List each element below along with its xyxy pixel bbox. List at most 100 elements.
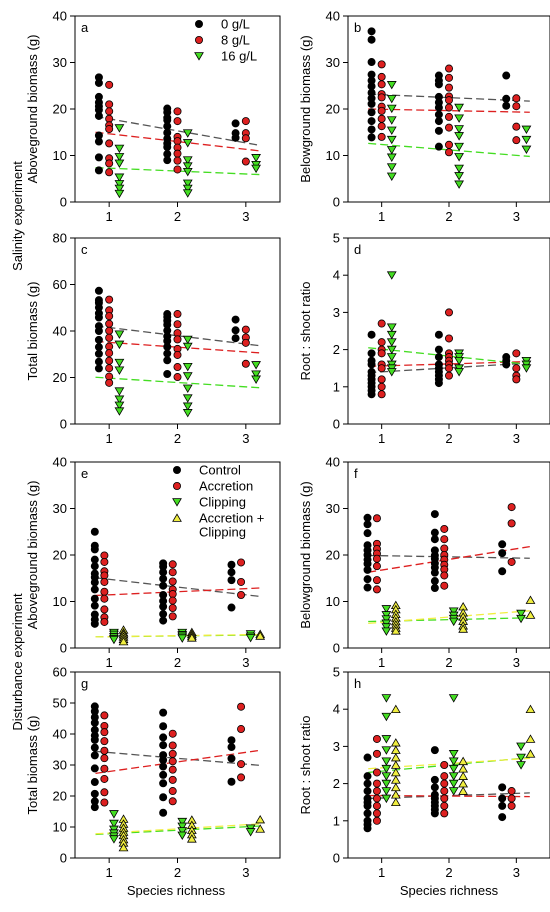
y-tick-label: 40 — [53, 455, 67, 470]
data-point — [173, 350, 182, 359]
y-tick-label: 1 — [333, 379, 340, 394]
data-point — [100, 557, 109, 566]
data-point — [94, 166, 103, 175]
data-point — [377, 382, 386, 391]
data-point — [94, 137, 103, 146]
series-16-g-l — [114, 330, 261, 418]
trend-line — [95, 340, 260, 354]
data-point — [372, 768, 381, 777]
series-accretion — [100, 551, 246, 626]
data-point — [237, 760, 246, 769]
data-point — [114, 407, 125, 416]
y-tick-label: 3 — [333, 739, 340, 754]
data-point — [163, 356, 172, 365]
data-point — [367, 117, 376, 126]
y-tick-label: 30 — [326, 501, 340, 516]
data-point — [90, 619, 99, 628]
data-point — [367, 35, 376, 44]
data-point — [440, 787, 449, 796]
data-point — [363, 565, 372, 574]
data-point — [105, 107, 114, 116]
data-point — [377, 132, 386, 141]
data-point — [430, 535, 439, 544]
data-point — [168, 741, 177, 750]
data-point — [168, 568, 177, 577]
data-point — [440, 772, 449, 781]
x-axis-label-left: Species richness — [127, 883, 226, 898]
data-point — [521, 145, 532, 155]
data-point — [521, 135, 532, 145]
trend-line — [95, 115, 260, 146]
x-tick-label: 2 — [174, 865, 181, 880]
panel-d: 0 1 2 3 4 5 1 2 3 Root : shoot ratio d — [298, 231, 550, 446]
x-tick-label: 3 — [242, 655, 249, 670]
data-point — [94, 349, 103, 358]
data-point — [448, 757, 459, 766]
data-point — [159, 779, 168, 788]
panel-letter: h — [354, 676, 361, 691]
data-point — [245, 828, 256, 837]
y-tick-label: 20 — [53, 370, 67, 385]
data-point — [173, 107, 182, 116]
data-point — [168, 797, 177, 806]
data-point — [498, 540, 507, 549]
data-point — [390, 797, 401, 806]
data-point — [498, 813, 507, 822]
x-tick-label: 2 — [445, 865, 452, 880]
y-tick-label: 30 — [53, 758, 67, 773]
y-axis-label: Belowground biomass (g) — [298, 35, 313, 182]
data-point — [454, 103, 464, 113]
data-point — [363, 801, 372, 810]
data-point — [507, 557, 516, 566]
data-point — [381, 712, 392, 722]
data-point — [114, 189, 125, 199]
panel-letter: d — [354, 242, 361, 257]
data-point — [105, 100, 114, 109]
data-point — [100, 754, 109, 763]
data-point — [386, 104, 397, 114]
data-point — [105, 168, 114, 177]
series-0-g-l — [94, 286, 240, 379]
y-tick-label: 30 — [326, 55, 340, 70]
data-point — [454, 368, 464, 377]
data-point — [430, 746, 439, 755]
series-8-g-l — [377, 60, 521, 157]
data-point — [114, 173, 125, 182]
trend-line — [95, 750, 260, 766]
data-point — [251, 370, 261, 379]
trend-line — [95, 325, 260, 347]
data-point — [454, 180, 464, 189]
x-tick-label: 3 — [513, 431, 520, 446]
data-point — [434, 330, 443, 339]
data-point — [381, 694, 392, 703]
data-point — [159, 581, 168, 590]
data-point — [159, 762, 168, 771]
data-point — [114, 340, 125, 350]
trend-line — [95, 131, 260, 152]
data-point — [241, 359, 250, 368]
data-point — [90, 789, 99, 798]
data-point — [440, 535, 449, 544]
data-point — [377, 338, 386, 347]
data-point — [434, 142, 443, 151]
data-point — [168, 787, 177, 796]
data-point — [372, 779, 381, 788]
data-point — [114, 401, 125, 410]
panel-f: 0 10 20 30 40 1 2 3 Belowground biomass (g) f — [298, 455, 550, 670]
data-point — [521, 125, 532, 135]
data-point — [434, 345, 443, 354]
data-point — [168, 757, 177, 766]
data-point — [100, 594, 109, 603]
y-tick-label: 3 — [333, 305, 340, 320]
panel-letter: a — [81, 20, 89, 35]
data-point — [367, 360, 376, 369]
y-tick-label: 60 — [53, 665, 67, 680]
trend-line — [95, 376, 260, 389]
data-point — [377, 375, 386, 384]
data-point — [173, 156, 182, 165]
data-point — [173, 310, 182, 319]
data-point — [381, 794, 392, 804]
data-point — [377, 349, 386, 358]
data-point — [440, 794, 449, 803]
